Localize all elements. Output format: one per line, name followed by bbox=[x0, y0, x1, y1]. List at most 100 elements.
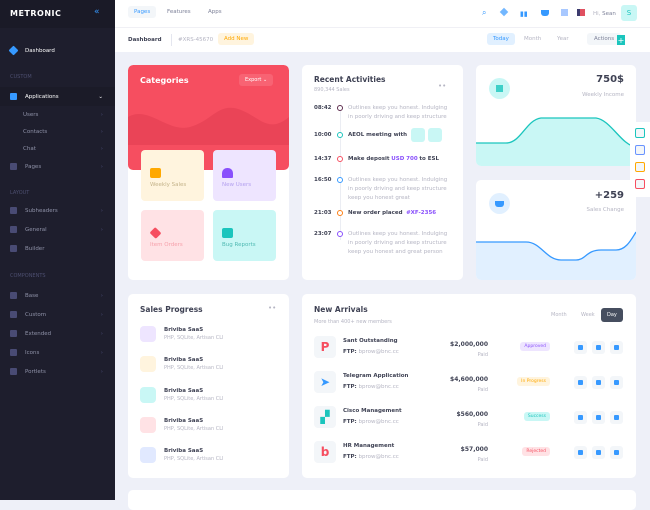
label: Custom bbox=[25, 311, 47, 318]
period-month[interactable]: Month bbox=[551, 312, 567, 318]
sidebar-item-chat[interactable]: Chat › bbox=[0, 139, 115, 158]
view-button[interactable] bbox=[574, 446, 587, 459]
period-today[interactable]: Today bbox=[487, 33, 515, 45]
amount-link[interactable]: USD 700 bbox=[391, 156, 418, 162]
table-row[interactable]: ▞ Cisco Management FTP: bprow@bnc.cc $56… bbox=[314, 406, 636, 430]
sidebar-item-contacts[interactable]: Contacts › bbox=[0, 122, 115, 141]
list-item[interactable]: Briviba SaaS PHP, SQLite, Artisan CLI bbox=[140, 387, 223, 403]
list-item[interactable]: Briviba SaaS PHP, SQLite, Artisan CLI bbox=[140, 417, 223, 433]
label: Contacts bbox=[23, 128, 48, 135]
flag-us-icon[interactable] bbox=[577, 9, 585, 16]
tab-pages[interactable]: Pages bbox=[128, 6, 157, 18]
avatar-girl[interactable] bbox=[428, 128, 443, 142]
order-link[interactable]: #XF-2356 bbox=[406, 210, 437, 216]
orders-icon bbox=[149, 227, 162, 239]
delete-button[interactable] bbox=[610, 376, 623, 389]
avatar[interactable]: S bbox=[621, 5, 637, 21]
tab-apps[interactable]: Apps bbox=[208, 9, 222, 15]
name: Briviba SaaS bbox=[164, 327, 204, 333]
chevron-right-icon: › bbox=[100, 111, 103, 118]
label: Export bbox=[245, 77, 262, 83]
layers-icon[interactable] bbox=[499, 7, 509, 17]
sidebar-item-portlets[interactable]: Portlets › bbox=[0, 362, 115, 381]
send-icon[interactable] bbox=[635, 162, 645, 172]
view-button[interactable] bbox=[574, 376, 587, 389]
edit-button[interactable] bbox=[592, 411, 605, 424]
search-icon[interactable]: ⌕ bbox=[482, 8, 487, 17]
collapse-toggle-icon[interactable]: « bbox=[94, 7, 100, 17]
chart-icon[interactable]: ▮▮ bbox=[520, 10, 528, 18]
list-item[interactable]: Briviba SaaS PHP, SQLite, Artisan CLI bbox=[140, 447, 223, 463]
cart-icon[interactable] bbox=[541, 10, 549, 16]
period-year[interactable]: Year bbox=[557, 36, 569, 42]
project-name[interactable]: HR Management bbox=[343, 443, 395, 449]
chevron-right-icon: › bbox=[100, 163, 103, 170]
timeline-dot bbox=[337, 231, 343, 237]
label: Pages bbox=[25, 163, 42, 170]
delete-button[interactable] bbox=[610, 446, 623, 459]
desc: PHP, SQLite, Artisan CLI bbox=[164, 396, 224, 402]
project-name[interactable]: Cisco Management bbox=[343, 408, 402, 414]
period-week[interactable]: Week bbox=[581, 312, 595, 318]
label: Applications bbox=[25, 93, 59, 100]
weekly-income-value: 750$ bbox=[596, 74, 624, 85]
activity-item: 08:42 Outlines keep you honest. Indulging… bbox=[314, 105, 448, 122]
tile-weekly-sales[interactable]: Weekly Sales bbox=[141, 150, 204, 201]
status-badge: Rejected bbox=[522, 447, 550, 456]
apps-grid-icon[interactable] bbox=[561, 9, 568, 16]
tile-new-users[interactable]: New Users bbox=[213, 150, 276, 201]
chat-icon[interactable] bbox=[635, 179, 645, 189]
sidebar-item-icons[interactable]: Icons › bbox=[0, 343, 115, 362]
more-icon[interactable]: •• bbox=[268, 304, 277, 312]
list-item[interactable]: Briviba SaaS PHP, SQLite, Artisan CLI bbox=[140, 356, 223, 372]
add-new-button[interactable]: Add New bbox=[218, 33, 255, 45]
table-row[interactable]: P Sant Outstanding FTP: bprow@bnc.cc $2,… bbox=[314, 336, 636, 360]
tile-item-orders[interactable]: Item Orders bbox=[141, 210, 204, 261]
table-row[interactable]: ➤ Telegram Application FTP: bprow@bnc.cc… bbox=[314, 371, 636, 395]
new-arrivals-title: New Arrivals bbox=[314, 305, 368, 314]
sidebar-item-custom[interactable]: Custom › bbox=[0, 305, 115, 324]
avatar-boy[interactable] bbox=[411, 128, 426, 142]
quick-panel-icon[interactable] bbox=[635, 128, 645, 138]
tab-features[interactable]: Features bbox=[167, 9, 191, 15]
more-icon[interactable]: •• bbox=[438, 82, 447, 90]
table-row[interactable]: b HR Management FTP: bprow@bnc.cc $57,00… bbox=[314, 441, 636, 465]
delete-button[interactable] bbox=[610, 341, 623, 354]
logo-bar: METRONIC « bbox=[0, 0, 115, 28]
label: New Users bbox=[222, 182, 252, 188]
weekly-income-sparkline bbox=[476, 117, 636, 166]
sidebar-item-base[interactable]: Base › bbox=[0, 286, 115, 305]
list-item[interactable]: Briviba SaaS PHP, SQLite, Artisan CLI bbox=[140, 326, 223, 342]
tile-bug-reports[interactable]: Bug Reports bbox=[213, 210, 276, 261]
add-file-icon[interactable]: + bbox=[617, 35, 625, 45]
new-arrivals-card: New Arrivals More than 400+ new members … bbox=[302, 294, 636, 478]
edit-button[interactable] bbox=[592, 341, 605, 354]
sales-change-sparkline bbox=[476, 231, 636, 280]
delete-button[interactable] bbox=[610, 411, 623, 424]
period-month[interactable]: Month bbox=[524, 36, 542, 42]
label: Dashboard bbox=[25, 47, 55, 54]
activities-subtitle: 890,344 Sales bbox=[314, 87, 350, 93]
sidebar-item-builder[interactable]: Builder bbox=[0, 239, 115, 258]
view-button[interactable] bbox=[574, 341, 587, 354]
settings-icon[interactable] bbox=[635, 145, 645, 155]
edit-button[interactable] bbox=[592, 446, 605, 459]
activity-item: 10:00 AEOL meeting with bbox=[314, 128, 443, 142]
period-day[interactable]: Day bbox=[601, 308, 623, 322]
view-button[interactable] bbox=[574, 411, 587, 424]
time: 21:03 bbox=[314, 210, 332, 216]
actions-button[interactable]: Actions bbox=[587, 33, 622, 45]
project-name[interactable]: Sant Outstanding bbox=[343, 338, 398, 344]
sidebar-item-extended[interactable]: Extended › bbox=[0, 324, 115, 343]
sidebar-item-general[interactable]: General › bbox=[0, 220, 115, 239]
activity-item: 14:37 Make deposit USD 700 to ESL bbox=[314, 156, 439, 164]
project-name[interactable]: Telegram Application bbox=[343, 373, 409, 379]
sidebar-item-users[interactable]: Users › bbox=[0, 105, 115, 124]
sidebar-item-dashboard[interactable]: Dashboard bbox=[0, 41, 115, 60]
sidebar-item-applications[interactable]: Applications ⌄ bbox=[0, 87, 115, 106]
sidebar-item-pages[interactable]: Pages › bbox=[0, 157, 115, 176]
edit-button[interactable] bbox=[592, 376, 605, 389]
sidebar-item-subheaders[interactable]: Subheaders › bbox=[0, 201, 115, 220]
export-button[interactable]: Export ⌄ bbox=[239, 74, 274, 86]
user-greeting[interactable]: Hi, Sean bbox=[593, 11, 616, 17]
